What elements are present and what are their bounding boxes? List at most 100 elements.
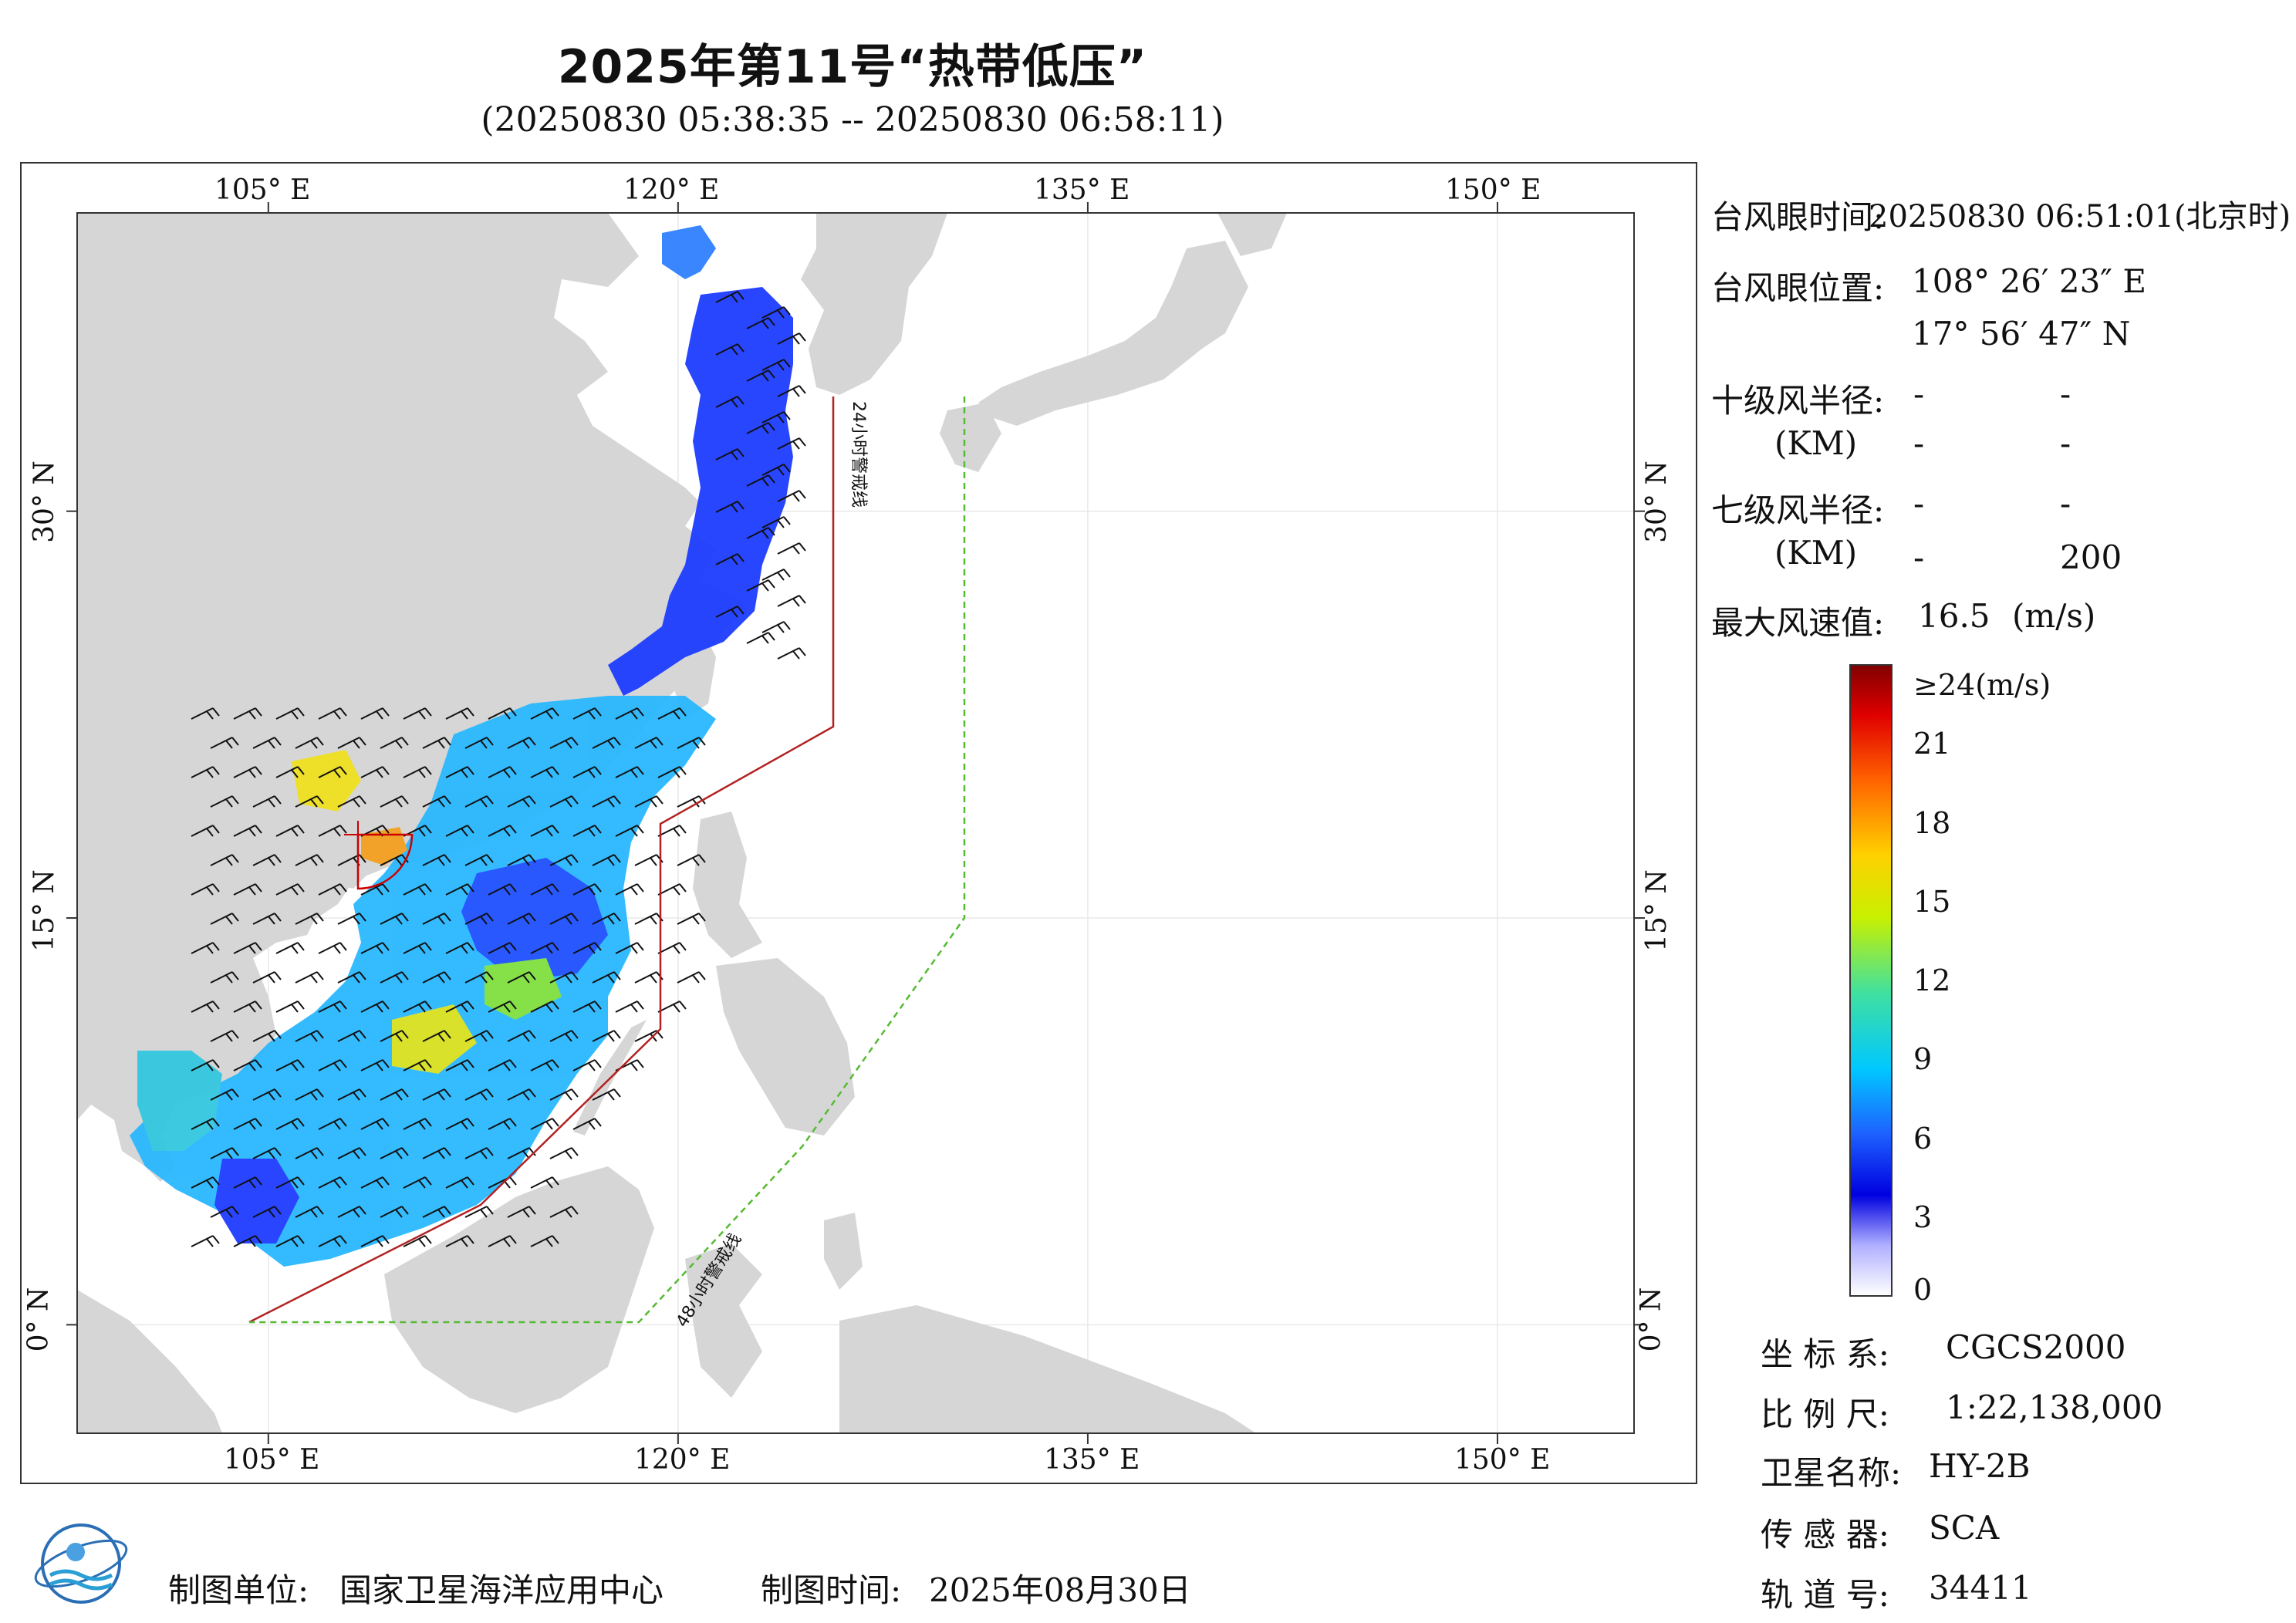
wind-barb bbox=[761, 306, 791, 319]
wind-barb bbox=[210, 1030, 239, 1042]
scale-label: 比 例 尺: bbox=[1761, 1395, 1889, 1433]
r10-value-4: - bbox=[2060, 424, 2071, 462]
land-japan bbox=[978, 241, 1248, 426]
wind-barb bbox=[507, 913, 536, 925]
map-canvas[interactable]: 24小时警戒线 48小时警戒线 bbox=[22, 164, 1696, 1483]
wind-barb bbox=[252, 737, 282, 749]
swath-yellow-sea bbox=[662, 225, 716, 279]
wind-barb bbox=[403, 766, 432, 778]
legend-tick-1: 21 bbox=[1913, 727, 1951, 761]
wind-barb bbox=[403, 942, 432, 954]
wind-barb bbox=[488, 1235, 517, 1247]
wind-barb bbox=[488, 766, 517, 778]
producer-label: 制图单位: bbox=[168, 1571, 309, 1609]
legend-tick-4: 12 bbox=[1913, 963, 1951, 997]
wind-barb bbox=[360, 1176, 390, 1189]
wind-barb bbox=[677, 913, 706, 925]
wind-barb bbox=[464, 971, 494, 984]
wind-barb bbox=[464, 795, 494, 808]
nsoas-logo-icon bbox=[34, 1523, 128, 1604]
eye-time-value: 20250830 06:51:01(北京时) bbox=[1869, 199, 2291, 235]
wind-barb bbox=[360, 766, 390, 778]
wind-barb bbox=[761, 621, 791, 633]
wind-barb bbox=[380, 854, 409, 866]
wind-barb bbox=[210, 737, 239, 749]
wind-barb bbox=[677, 854, 706, 866]
wind-barb bbox=[657, 1000, 687, 1013]
wind-barb bbox=[488, 883, 517, 896]
wind-barb bbox=[210, 1088, 239, 1101]
wind-barb bbox=[275, 825, 305, 837]
wind-barb bbox=[549, 854, 579, 866]
wind-barb bbox=[191, 766, 220, 778]
wind-barb bbox=[777, 385, 806, 397]
wind-barb bbox=[549, 971, 579, 984]
wind-barb bbox=[657, 707, 687, 720]
wind-barb bbox=[572, 883, 602, 896]
typhoon-eye-marker[interactable] bbox=[344, 821, 414, 890]
wind-barb bbox=[464, 913, 494, 925]
wind-barb bbox=[592, 1030, 621, 1042]
wind-barb bbox=[403, 1176, 432, 1189]
wind-barb bbox=[403, 1059, 432, 1071]
r10-value-1: - bbox=[1913, 375, 1925, 413]
lat-tick-right-0: 0° N bbox=[1635, 1287, 1667, 1352]
swath-yellow-patch-2 bbox=[392, 1004, 477, 1074]
wind-barb bbox=[233, 1000, 262, 1013]
producer-value: 国家卫星海洋应用中心 bbox=[339, 1571, 664, 1609]
wind-barb bbox=[233, 825, 262, 837]
wind-barb bbox=[380, 1147, 409, 1159]
lon-tick-bottom-150: 150° E bbox=[1454, 1444, 1551, 1476]
wind-barb bbox=[445, 1176, 474, 1189]
wind-barb bbox=[252, 1030, 282, 1042]
wind-barb bbox=[549, 1147, 579, 1159]
sensor-value: SCA bbox=[1929, 1509, 2000, 1547]
wind-barb bbox=[360, 1235, 390, 1247]
wind-barb bbox=[592, 971, 621, 984]
swath-orange-patch bbox=[361, 827, 407, 865]
r7-wind-sector bbox=[356, 833, 414, 890]
wind-barb bbox=[530, 825, 559, 837]
land-asia-mainland bbox=[77, 213, 747, 1182]
wind-barb bbox=[634, 737, 663, 749]
wind-barb bbox=[191, 707, 220, 720]
wind-barb bbox=[549, 1088, 579, 1101]
wind-barb bbox=[191, 883, 220, 896]
crs-label: 坐 标 系: bbox=[1761, 1335, 1889, 1373]
wind-barb bbox=[191, 1235, 220, 1247]
wind-barb bbox=[777, 490, 806, 502]
wind-barb bbox=[445, 942, 474, 954]
eye-lat: 17° 56′ 47″ N bbox=[1912, 315, 2131, 353]
lat-tick-right-15: 15° N bbox=[1640, 869, 1673, 952]
wind-barb bbox=[507, 737, 536, 749]
wind-barb bbox=[380, 795, 409, 808]
map-title: 2025年第11号“热带低压” bbox=[557, 40, 1148, 94]
wind-barb bbox=[210, 971, 239, 984]
lat-tick-right-30: 30° N bbox=[1640, 461, 1673, 543]
wind-barb bbox=[572, 942, 602, 954]
wind-barb bbox=[615, 1000, 644, 1013]
lon-tick-bottom-105: 105° E bbox=[224, 1444, 320, 1476]
r10-value-3: - bbox=[1913, 424, 1925, 462]
wind-barb bbox=[360, 707, 390, 720]
land-moluccas bbox=[824, 1213, 863, 1290]
r10-value-2: - bbox=[2060, 375, 2071, 413]
wind-barb bbox=[572, 825, 602, 837]
wind-barb bbox=[715, 448, 745, 461]
wind-barb bbox=[445, 766, 474, 778]
wind-barb bbox=[191, 1059, 220, 1071]
wind-barb bbox=[360, 942, 390, 954]
max-wind-value: 16.5 bbox=[1918, 597, 1990, 635]
legend-tick-8: 0 bbox=[1913, 1273, 1933, 1307]
wind-barb bbox=[318, 707, 347, 720]
land-new-guinea bbox=[839, 1305, 1256, 1433]
wind-barb bbox=[488, 707, 517, 720]
wind-barb bbox=[715, 343, 745, 356]
wind-barb bbox=[295, 854, 324, 866]
legend-tick-7: 3 bbox=[1913, 1200, 1933, 1234]
wind-barb bbox=[233, 1176, 262, 1189]
wind-barb bbox=[380, 913, 409, 925]
r7-value-2: - bbox=[2060, 484, 2071, 522]
wind-barb bbox=[252, 854, 282, 866]
wind-barb bbox=[761, 464, 791, 476]
